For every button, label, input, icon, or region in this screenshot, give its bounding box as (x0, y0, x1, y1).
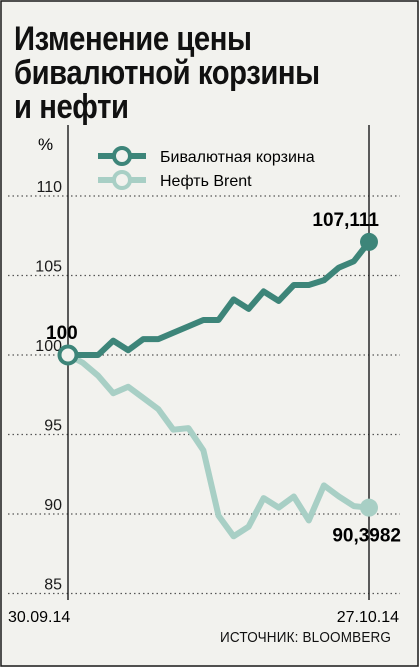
y-tick-105: 105 (35, 259, 62, 276)
title-line-2: бивалютной корзины (14, 54, 320, 92)
source-note: ИСТОЧНИК: BLOOMBERG (219, 629, 391, 646)
brent-end-label: 90,3982 (332, 526, 401, 547)
unit-label: % (38, 135, 53, 154)
legend: Бивалютная корзина Нефть Brent (98, 146, 315, 190)
start-value-label: 100 (46, 323, 78, 344)
series-layer (57, 232, 378, 540)
title-line-3: и нефти (14, 88, 129, 126)
legend-basket-label: Бивалютная корзина (160, 149, 315, 166)
chart-title: Изменение цены бивалютной корзины и нефт… (14, 22, 354, 124)
y-tick-85: 85 (44, 577, 62, 594)
legend-brent-label: Нефть Brent (160, 173, 252, 190)
y-tick-90: 90 (44, 497, 62, 514)
brent-end-point (360, 498, 378, 517)
legend-brent-marker (112, 170, 132, 190)
y-tick-95: 95 (44, 418, 62, 435)
start-point (57, 344, 79, 366)
label-layer: 100 107,111 90,3982 (46, 210, 401, 547)
x-tick-start: 30.09.14 (8, 609, 70, 626)
y-tick-100: 100 (35, 338, 62, 355)
basket-end-point (360, 232, 378, 251)
legend-basket-marker (112, 146, 132, 166)
y-tick-110: 110 (36, 179, 62, 196)
basket-series-line (65, 238, 372, 358)
grid-layer: 85 90 95 100 105 110 (8, 179, 400, 595)
title-line-1: Изменение цены (14, 20, 252, 58)
brent-series-line (65, 352, 372, 540)
x-tick-end: 27.10.14 (337, 609, 399, 626)
basket-end-label: 107,111 (312, 210, 379, 231)
